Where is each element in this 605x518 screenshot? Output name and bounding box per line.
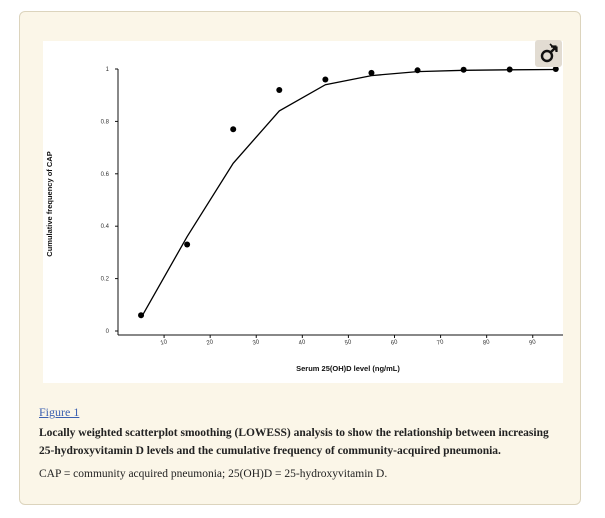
- x-tick-label: 80: [483, 339, 491, 346]
- data-point: [506, 66, 513, 73]
- data-point: [322, 76, 329, 83]
- figure-link[interactable]: Figure 1: [39, 405, 80, 419]
- x-axis-title: Serum 25(OH)D level (ng/mL): [296, 364, 400, 373]
- y-tick-label: 0.6: [101, 172, 110, 178]
- figure-caption-title: Locally weighted scatterplot smoothing (…: [39, 427, 549, 457]
- data-point: [368, 69, 375, 76]
- x-tick-label: 60: [390, 339, 398, 346]
- y-tick-label: 1: [106, 67, 110, 73]
- gender-symbol-icon: [540, 43, 558, 63]
- x-tick-label: 20: [206, 339, 214, 346]
- y-tick-label: 0: [106, 329, 110, 335]
- figure-card: Cumulative frequency of CAP Serum 25(OH)…: [19, 11, 581, 505]
- data-point: [230, 126, 237, 133]
- x-tick-label: 10: [160, 339, 168, 346]
- data-point: [414, 67, 421, 74]
- x-tick-label: 90: [529, 339, 537, 346]
- y-tick-label: 0.8: [101, 119, 110, 125]
- data-point: [276, 86, 283, 93]
- data-point: [460, 66, 467, 73]
- figure-caption-note: CAP = community acquired pneumonia; 25(O…: [39, 468, 388, 480]
- lowess-line: [140, 68, 556, 319]
- y-axis-title: Cumulative frequency of CAP: [45, 151, 54, 256]
- lowess-chart: Cumulative frequency of CAP Serum 25(OH)…: [45, 66, 563, 373]
- x-tick-label: 70: [436, 339, 444, 346]
- data-point: [552, 66, 559, 72]
- chart-panel: Cumulative frequency of CAP Serum 25(OH)…: [43, 41, 563, 383]
- x-tick-label: 30: [252, 339, 260, 346]
- x-tick-label: 50: [344, 339, 352, 346]
- y-tick-label: 0.4: [101, 224, 110, 230]
- x-tick-label: 40: [298, 339, 306, 346]
- data-point: [184, 241, 191, 248]
- figure-caption: Figure 1 Locally weighted scatterplot sm…: [39, 405, 564, 482]
- y-tick-label: 0.2: [101, 277, 110, 283]
- data-point: [138, 312, 145, 319]
- gender-symbol-badge[interactable]: [535, 40, 562, 67]
